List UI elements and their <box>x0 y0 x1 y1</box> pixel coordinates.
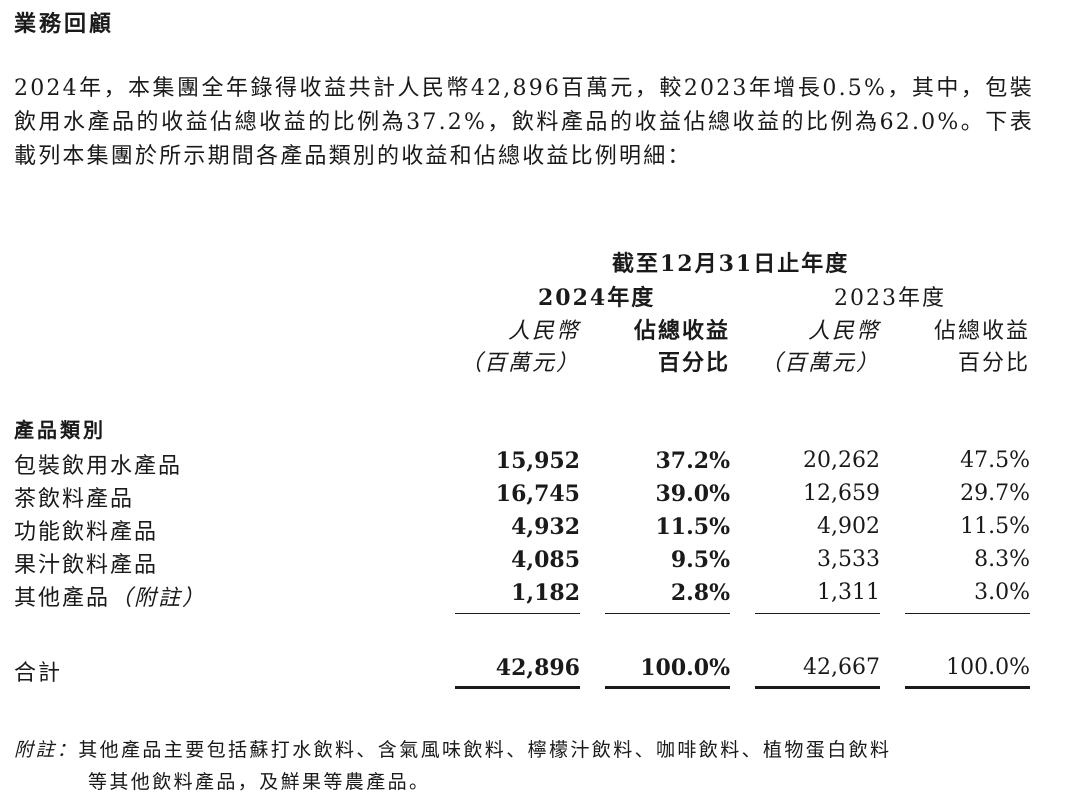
row-label: 茶飲料產品 <box>14 487 135 512</box>
rmb-2024-cell: 1,182 <box>511 580 580 606</box>
category-header: 產品類別 <box>14 418 106 442</box>
pct-2024-cell: 2.8% <box>670 580 730 606</box>
total-rule <box>905 686 1030 689</box>
summary-paragraph: 2024年，本集團全年錄得收益共計人民幣42,896百萬元，較2023年增長0.… <box>14 76 1034 169</box>
year-2024-header: 2024年度 <box>538 285 656 311</box>
rmb-2023-cell: 1,311 <box>817 580 880 605</box>
pct-unit-header-2024: 百分比 <box>657 350 730 376</box>
footnote: 附註：其他產品主要包括蘇打水飲料、含氣風味飲料、檸檬汁飲料、咖啡飲料、植物蛋白飲… <box>14 734 1044 798</box>
total-rule <box>755 686 880 689</box>
pct-unit-header-2023: 百分比 <box>957 351 1030 376</box>
rmb-2023-cell: 4,902 <box>817 514 880 539</box>
footnote-line-1: 附註：其他產品主要包括蘇打水飲料、含氣風味飲料、檸檬汁飲料、咖啡飲料、植物蛋白飲… <box>14 734 1044 766</box>
footnote-text-2: 等其他飲料產品，及鮮果等農產品。 <box>88 771 431 793</box>
total-rmb-2024: 42,896 <box>495 655 580 681</box>
table-row: 功能飲料產品 4,932 11.5% 4,902 11.5% <box>0 514 1080 546</box>
pct-2023-cell: 47.5% <box>960 448 1030 473</box>
total-rmb-2023: 42,667 <box>803 655 880 680</box>
rmb-2023-cell: 20,262 <box>803 448 880 473</box>
rmb-2024-cell: 16,745 <box>495 481 580 507</box>
table-row: 其他產品（附註） 1,182 2.8% 1,311 3.0% <box>0 580 1080 612</box>
pct-2024-cell: 9.5% <box>670 547 730 573</box>
total-pct-2023: 100.0% <box>946 655 1030 680</box>
pct-header-2023: 佔總收益 <box>933 319 1030 344</box>
total-label: 合計 <box>14 661 63 686</box>
pct-2024-cell: 39.0% <box>655 481 731 507</box>
total-rule <box>455 686 580 689</box>
pct-2023-cell: 3.0% <box>974 580 1030 605</box>
pct-header-2024: 佔總收益 <box>633 318 730 344</box>
rmb-header-2023: 人民幣 <box>807 319 880 344</box>
pct-2023-cell: 29.7% <box>960 481 1030 506</box>
total-pct-2024: 100.0% <box>640 655 730 681</box>
table-row: 包裝飲用水產品 15,952 37.2% 20,262 47.5% <box>0 448 1080 480</box>
row-label: 包裝飲用水產品 <box>14 454 183 479</box>
row-label-text: 其他產品 <box>14 586 111 611</box>
pct-2023-cell: 11.5% <box>960 514 1030 539</box>
pct-2024-cell: 37.2% <box>655 448 731 474</box>
rmb-unit-header-2023: （百萬元） <box>759 351 880 376</box>
rmb-header-2024: 人民幣 <box>507 319 580 344</box>
pct-2024-cell: 11.5% <box>655 514 731 540</box>
footnote-text-1: 其他產品主要包括蘇打水飲料、含氣風味飲料、檸檬汁飲料、咖啡飲料、植物蛋白飲料 <box>78 739 892 761</box>
pct-2023-cell: 8.3% <box>974 547 1030 572</box>
period-header: 截至12月31日止年度 <box>612 251 850 277</box>
rmb-unit-header-2024: （百萬元） <box>459 351 580 376</box>
table-row: 果汁飲料產品 4,085 9.5% 3,533 8.3% <box>0 547 1080 579</box>
total-row: 合計 42,896 100.0% 42,667 100.0% <box>0 655 1080 687</box>
subtotal-rule <box>755 613 880 614</box>
footnote-reference: （附註） <box>110 586 207 611</box>
subtotal-rule <box>905 613 1030 614</box>
row-label: 果汁飲料產品 <box>14 553 159 578</box>
section-heading: 業務回顧 <box>14 12 115 37</box>
subtotal-rule <box>455 613 580 614</box>
year-2023-header: 2023年度 <box>834 286 946 311</box>
total-rule <box>605 686 730 689</box>
subtotal-rule <box>605 613 730 614</box>
row-label: 其他產品（附註） <box>14 580 206 612</box>
rmb-2024-cell: 4,085 <box>511 547 580 573</box>
row-label: 功能飲料產品 <box>14 520 159 545</box>
rmb-2023-cell: 12,659 <box>803 481 880 506</box>
rmb-2024-cell: 15,952 <box>495 448 580 474</box>
rmb-2024-cell: 4,932 <box>511 514 580 540</box>
table-row: 茶飲料產品 16,745 39.0% 12,659 29.7% <box>0 481 1080 513</box>
rmb-2023-cell: 3,533 <box>817 547 880 572</box>
footnote-label: 附註： <box>14 739 79 761</box>
